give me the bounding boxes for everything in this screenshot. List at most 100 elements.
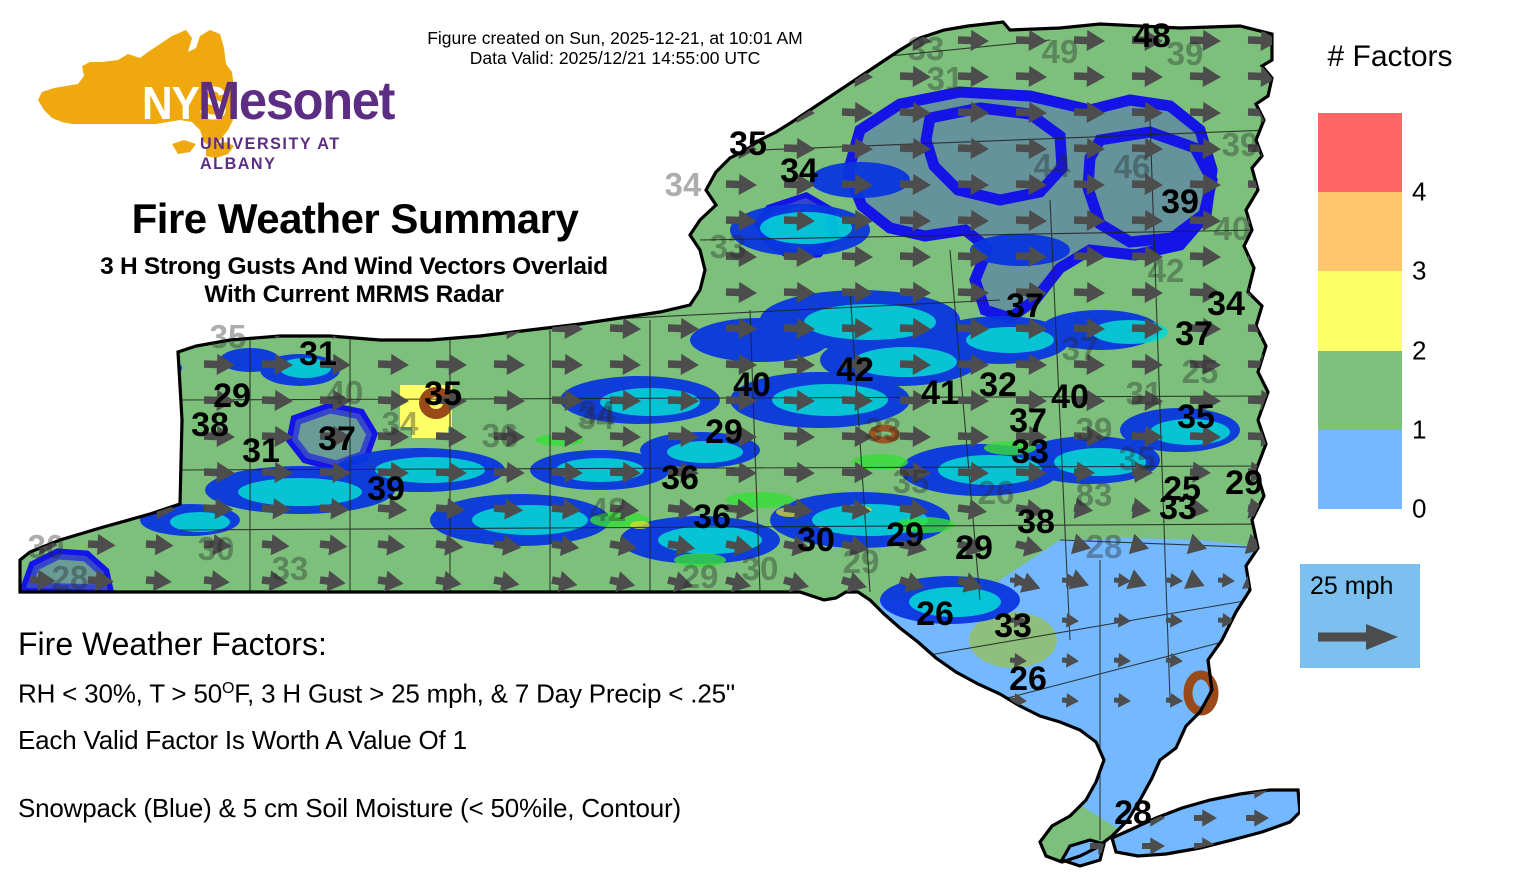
gust-value: 35 [424,375,462,413]
notes-value-rule: Each Valid Factor Is Worth A Value Of 1 [18,724,467,755]
gust-value: 40 [733,366,771,404]
gust-value: 34 [665,166,702,203]
gust-value: 36 [661,459,699,497]
gust-value: 33 [710,228,747,265]
gust-value: 38 [1017,503,1055,541]
gust-value: 44 [1034,147,1071,184]
gust-value: 31 [927,60,964,97]
gust-value: 30 [797,521,835,559]
gust-value: 39 [367,470,405,508]
gust-value: 33 [1159,489,1197,527]
gust-value: 34 [382,405,419,442]
gust-value: 31 [1126,375,1163,412]
gust-value: 29 [955,529,993,567]
factors-colorbar-ticks: 4 3 2 1 0 [1412,113,1472,524]
gust-value: 26 [916,595,954,633]
gust-value: 26 [1009,660,1047,698]
logo-nys-text: NYS [142,77,227,129]
gust-value: 29 [682,558,719,595]
data-valid-line: Data Valid: 2025/12/21 14:55:00 UTC [469,48,761,68]
gust-value: 35 [1119,440,1156,477]
colorbar-tick-0: 0 [1412,493,1427,524]
gust-value: 40 [1051,378,1089,416]
figure-created-line: Figure created on Sun, 2025-12-21, at 10… [427,28,803,48]
gust-value: 33 [1011,433,1049,471]
criteria-pre: RH < 30%, T > 50 [18,678,222,709]
gust-value: 48 [1133,17,1171,55]
gust-value: 33 [272,550,309,587]
colorbar-tick-2: 2 [1412,335,1427,366]
colorbar-band-3 [1318,192,1402,272]
gust-value: 49 [1042,33,1079,70]
gust-value: 30 [198,530,235,567]
county-borders [179,39,1271,840]
gust-value: 83 [1076,476,1113,513]
gust-value: 33 [865,411,902,448]
gust-value: 28 [1114,794,1152,832]
gust-value: 34 [1207,285,1245,323]
gust-value: 37 [318,420,356,458]
legend-title: # Factors [1327,40,1453,73]
gust-value: 31 [242,432,280,470]
gust-value: 26 [978,474,1015,511]
gust-value: 42 [1148,252,1185,289]
gust-value: 28 [1086,528,1123,565]
colorbar-band-1 [1318,350,1402,430]
gust-value: 29 [886,516,924,554]
gust-value: 30 [742,550,779,587]
colorbar-band-4 [1318,113,1402,193]
gust-value: 38 [191,406,229,444]
colorbar-tick-1: 1 [1412,414,1427,445]
gust-value: 31 [299,335,337,373]
logo-mesonet-text: Mesonet [198,71,395,131]
wind-speed-key [1300,564,1420,668]
gust-value: 34 [579,394,616,431]
wind-speed-key-label: 25 mph [1310,572,1394,600]
gust-value: 39 [1167,35,1204,72]
subtitle-line-1: 3 H Strong Gusts And Wind Vectors Overla… [100,253,608,280]
gust-value: 29 [705,413,743,451]
colorbar-band-2 [1318,271,1402,351]
gust-value: 33 [994,607,1032,645]
gust-value: 39 [1076,411,1113,448]
colorbar-tick-4: 4 [1412,176,1427,207]
state-outline [18,20,1300,868]
gust-value: 34 [578,399,615,436]
nys-mesonet-logo: NYS Mesonet UNIVERSITY AT ALBANY [20,18,395,173]
page-subtitle: 3 H Strong Gusts And Wind Vectors Overla… [24,253,684,309]
gust-value: 29 [1225,464,1263,502]
notes-heading: Fire Weather Factors: [18,626,327,662]
gust-value: 35 [729,125,767,163]
gust-value: 37 [1062,330,1099,367]
gust-value: 25 [1163,470,1201,508]
page-title: Fire Weather Summary [131,195,579,242]
gust-value: 29 [843,543,880,580]
colorbar-tick-3: 3 [1412,255,1427,286]
gust-value: 32 [979,366,1017,404]
fire-weather-map: 35 31 29 38 31 37 40 34 35 39 30 28 30 33 36 36 42 36 34 29… [18,17,1300,868]
gust-value: 37 [1175,315,1213,353]
criteria-post: F, 3 H Gust > 25 mph, & 7 Day Precip < .… [234,678,735,709]
gust-value: 36 [482,417,519,454]
gust-value: 36 [693,498,731,536]
subtitle-line-2: With Current MRMS Radar [204,281,504,308]
gust-value: 37 [1009,402,1047,440]
gust-value: 39 [1222,126,1259,163]
notes-criteria: RH < 30%, T > 50OF, 3 H Gust > 25 mph, &… [18,666,908,717]
factors-colorbar [1318,113,1402,509]
gust-value: 42 [590,491,627,528]
gust-value: 39 [1161,183,1199,221]
gust-value: 29 [213,377,251,415]
ny-state-shape-icon [38,30,236,158]
gust-value: 35 [1177,398,1215,436]
gust-value: 30 [28,528,65,565]
gust-value: 35 [210,318,247,355]
gust-value: 46 [1114,148,1151,185]
gust-value: 40 [327,374,364,411]
colorbar-band-0 [1318,429,1402,509]
gust-value: 41 [921,374,959,412]
gust-value: 42 [836,351,874,389]
notes-overlays: Snowpack (Blue) & 5 cm Soil Moisture (< … [18,792,681,823]
gust-value: 37 [1006,287,1044,325]
